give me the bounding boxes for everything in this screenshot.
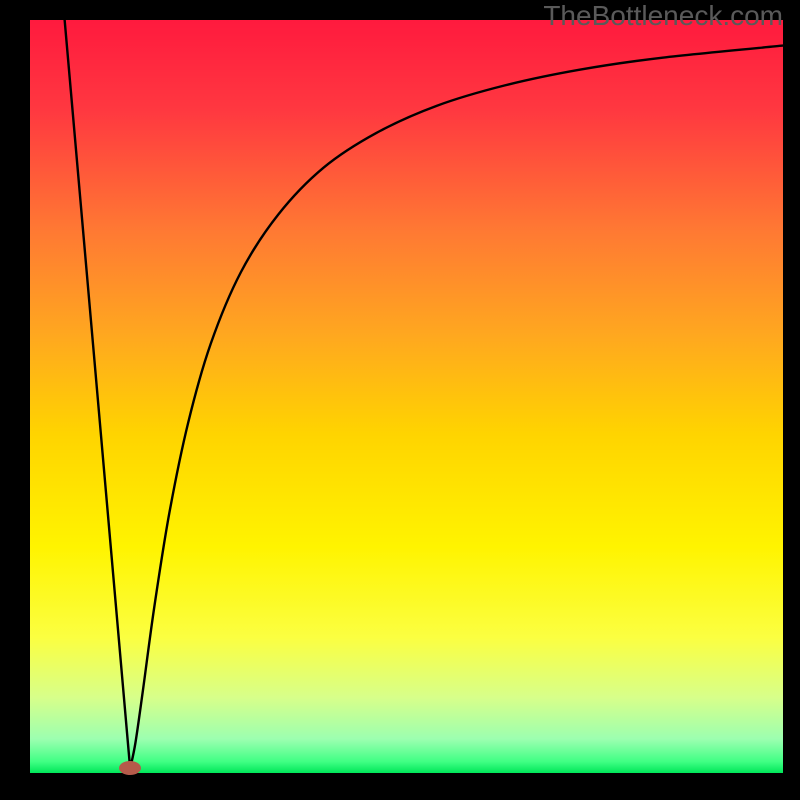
chart-stage: TheBottleneck.com (0, 0, 800, 800)
bottleneck-curve (30, 20, 783, 773)
plot-area (30, 20, 783, 773)
watermark-text: TheBottleneck.com (543, 0, 783, 32)
optimum-marker (119, 761, 141, 775)
